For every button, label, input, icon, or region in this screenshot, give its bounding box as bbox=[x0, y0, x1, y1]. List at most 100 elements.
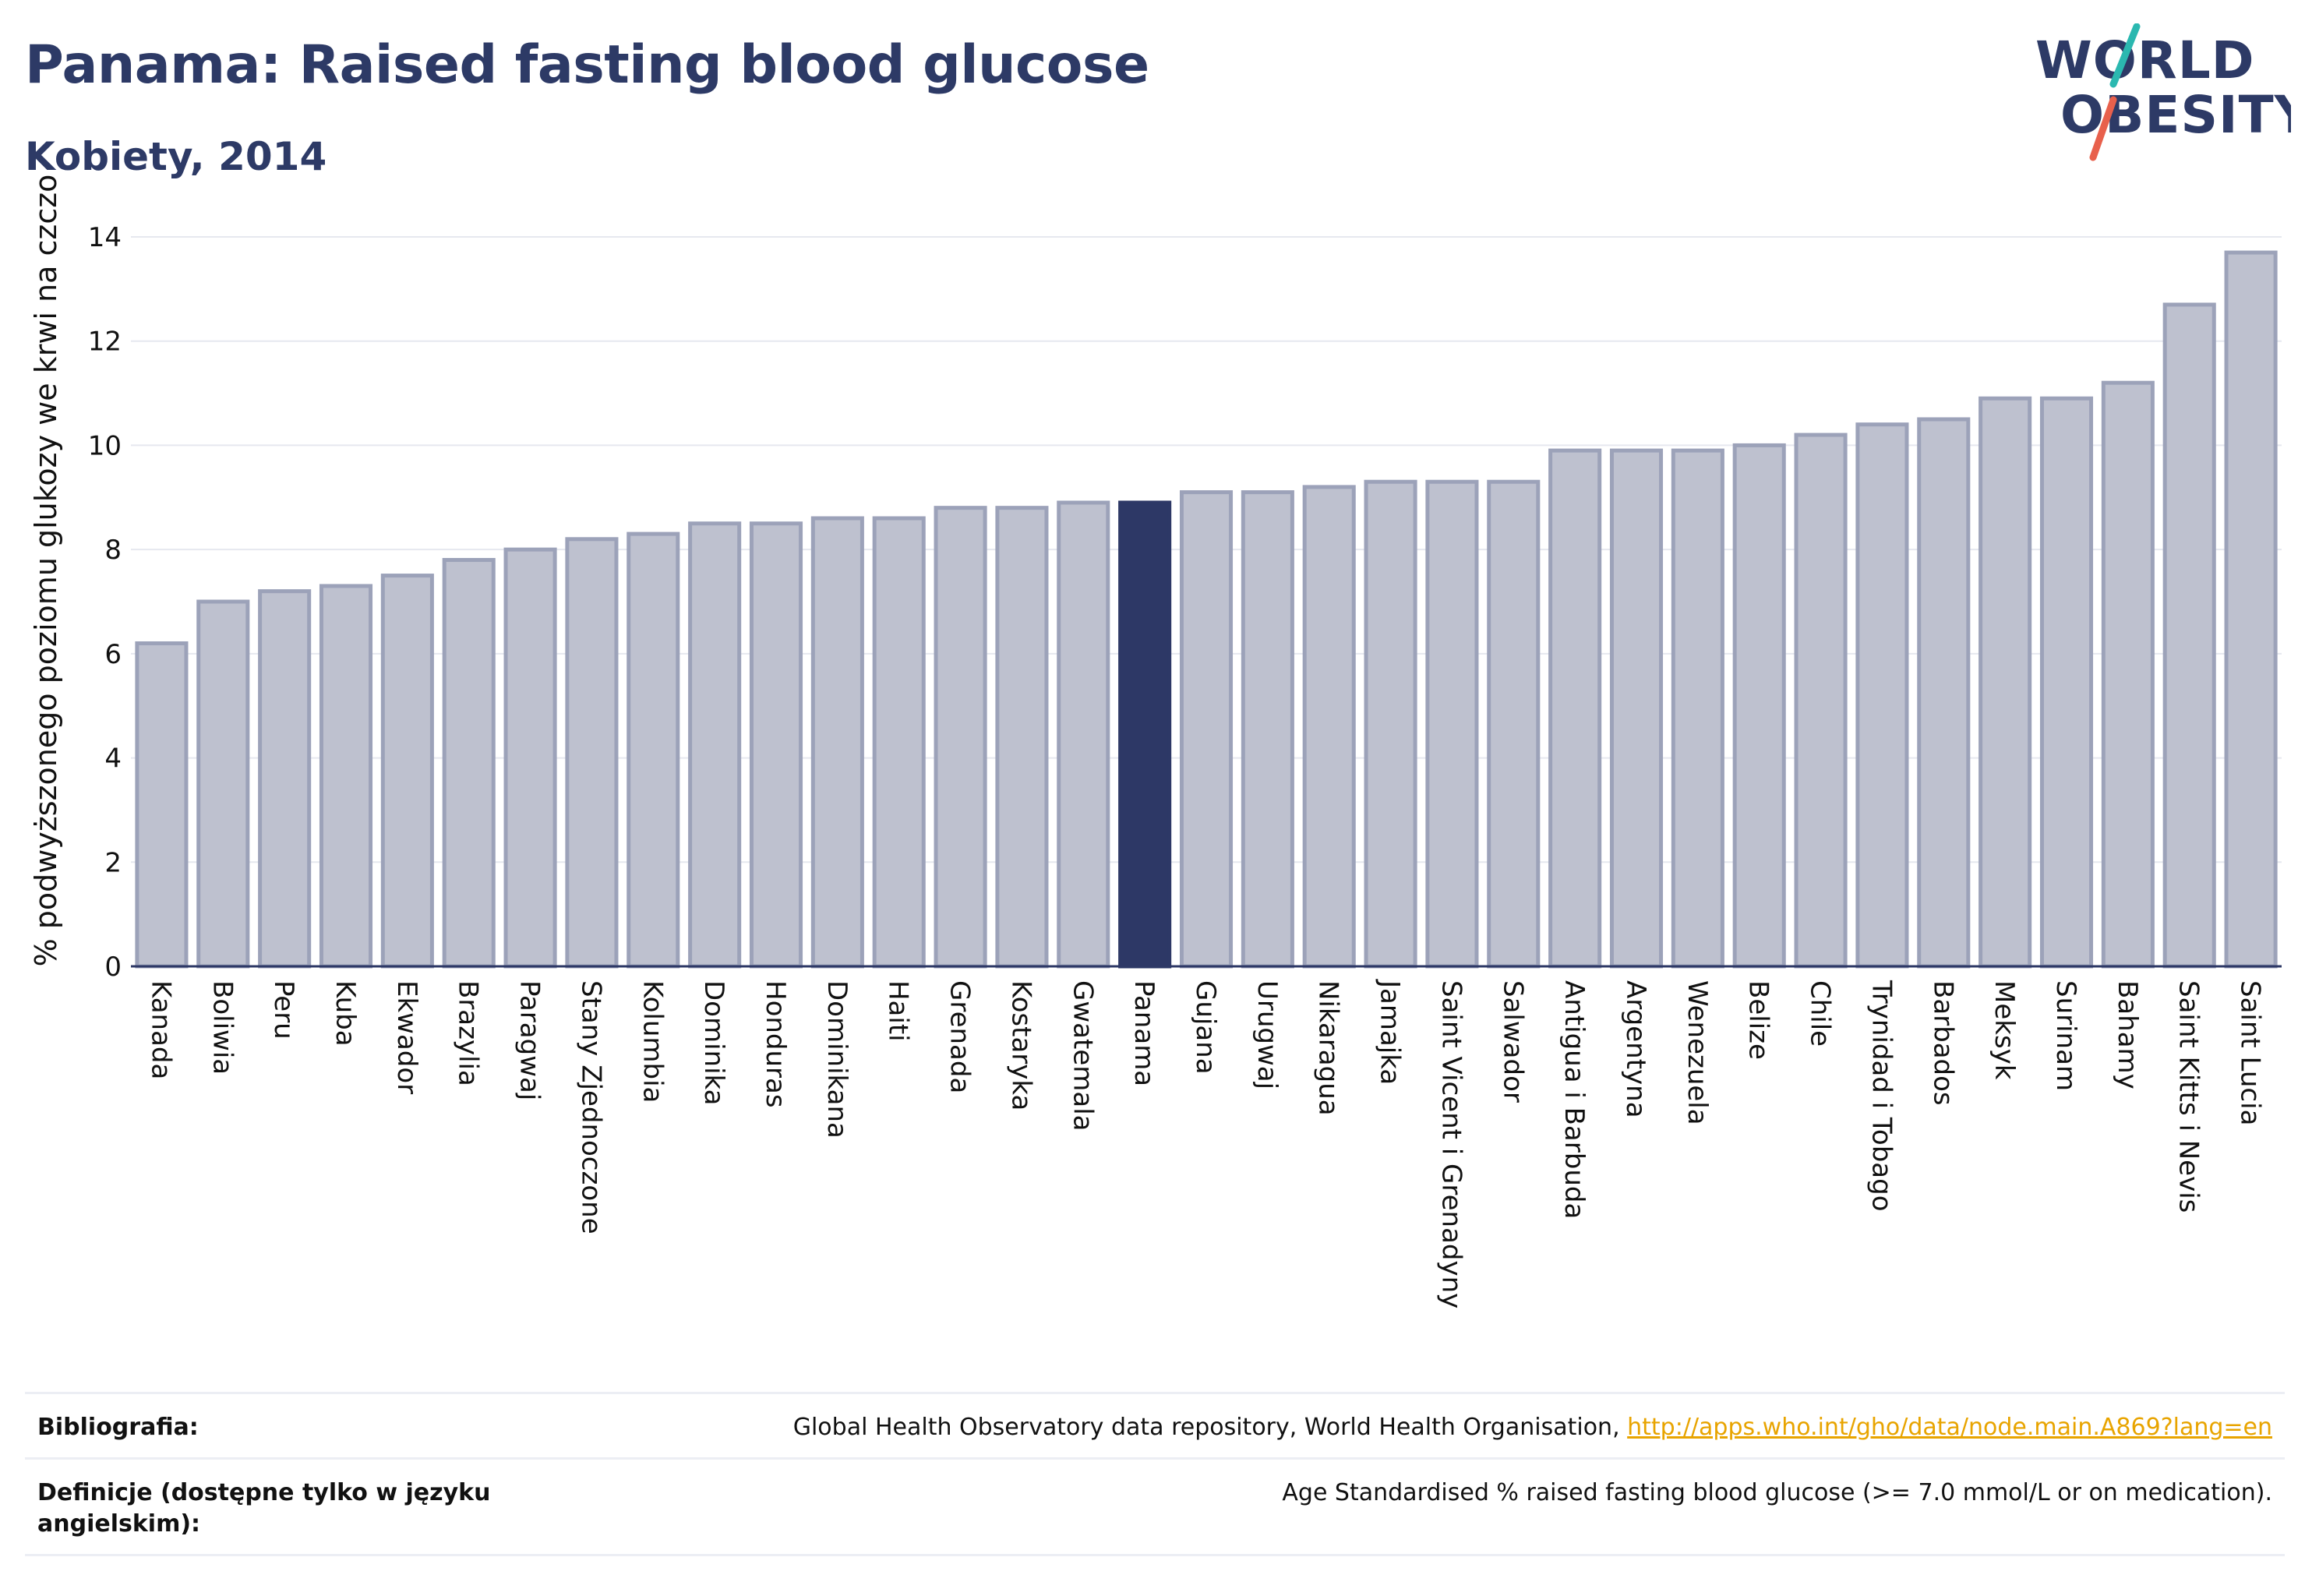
bar bbox=[196, 599, 250, 969]
x-tick-label: Barbados bbox=[1927, 980, 1958, 1106]
x-tick-label: Urugwaj bbox=[1251, 980, 1283, 1089]
bar bbox=[1794, 433, 1848, 969]
x-tick-label: Chile bbox=[1805, 980, 1836, 1047]
bar bbox=[1548, 448, 1602, 969]
bar bbox=[1732, 443, 1786, 969]
definitions-label: Definicje (dostępne tylko w języku angie… bbox=[37, 1479, 491, 1538]
definitions-value: Age Standardised % raised fasting blood … bbox=[1282, 1479, 2272, 1506]
page-subtitle: Kobiety, 2014 bbox=[25, 134, 327, 179]
x-tick-label: Jamajka bbox=[1375, 979, 1406, 1085]
x-tick-label: Antigua i Barbuda bbox=[1558, 980, 1590, 1219]
x-tick-label: Surinam bbox=[2050, 980, 2081, 1091]
bar bbox=[1487, 479, 1541, 969]
bar bbox=[1978, 396, 2032, 969]
x-tick-label: Meksyk bbox=[1989, 980, 2020, 1080]
x-tick-label: Belize bbox=[1743, 980, 1774, 1060]
world-obesity-logo: WORLD OBESITY bbox=[2035, 23, 2291, 161]
x-tick-label: Honduras bbox=[760, 980, 791, 1108]
bibliography-value: Global Health Observatory data repositor… bbox=[793, 1412, 2272, 1443]
x-tick-labels: Kanada Boliwia Peru Kuba Ekwador Brazylia Para… bbox=[145, 979, 2265, 1308]
bar bbox=[1671, 448, 1724, 969]
x-tick-label: Salwador bbox=[1497, 980, 1528, 1103]
x-tick-label: Trynidad i Tobago bbox=[1866, 980, 1897, 1212]
y-tick-label: 10 bbox=[88, 430, 122, 461]
bar bbox=[319, 584, 373, 969]
bar bbox=[135, 641, 189, 969]
bar bbox=[1118, 500, 1172, 969]
y-tick-labels: 0 2 4 6 8 10 12 14 bbox=[88, 222, 122, 983]
x-tick-label: Kostaryka bbox=[1005, 980, 1036, 1110]
y-tick-label: 0 bbox=[104, 952, 122, 983]
bar bbox=[380, 574, 434, 969]
footer-divider-middle bbox=[25, 1457, 2285, 1460]
logo-text-world: WORLD bbox=[2035, 30, 2255, 90]
bar bbox=[1855, 422, 1909, 969]
y-tick-label: 12 bbox=[88, 327, 122, 358]
bar bbox=[1241, 490, 1294, 969]
bar bbox=[2101, 380, 2155, 969]
bar bbox=[2162, 302, 2216, 969]
x-tick-label: Ekwador bbox=[391, 980, 422, 1094]
x-tick-label: Saint Lucia bbox=[2235, 980, 2266, 1125]
footer-divider-top bbox=[25, 1392, 2285, 1394]
bibliography-link[interactable]: http://apps.who.int/gho/data/node.main.A… bbox=[1627, 1414, 2272, 1441]
bar bbox=[688, 521, 742, 969]
bar bbox=[749, 521, 803, 969]
x-tick-label: Stany Zjednoczone bbox=[575, 980, 606, 1234]
y-tick-label: 2 bbox=[104, 847, 122, 878]
page-title: Panama: Raised fasting blood glucose bbox=[25, 34, 1149, 96]
y-tick-label: 4 bbox=[104, 743, 122, 775]
x-tick-label: Grenada bbox=[944, 980, 976, 1093]
bar bbox=[503, 547, 557, 969]
x-tick-label: Bahamy bbox=[2112, 980, 2143, 1089]
bar bbox=[1179, 490, 1234, 969]
x-tick-label: Saint Vicent i Grenadyny bbox=[1435, 980, 1467, 1308]
x-tick-label: Panama bbox=[1128, 980, 1160, 1086]
bars bbox=[135, 250, 2278, 969]
bar bbox=[258, 589, 312, 969]
x-tick-label: Dominika bbox=[698, 980, 729, 1105]
bibliography-text: Global Health Observatory data repositor… bbox=[792, 1414, 1628, 1441]
bar bbox=[565, 537, 619, 969]
x-tick-label: Peru bbox=[268, 980, 299, 1040]
bibliography-label: Bibliografia: bbox=[37, 1414, 199, 1441]
y-axis-label: % podwyższonego poziomu glukozy we krwi … bbox=[29, 175, 63, 967]
x-tick-label: Paragwaj bbox=[514, 980, 545, 1100]
logo-slash-bottom bbox=[2089, 96, 2117, 161]
bar bbox=[1917, 417, 1971, 969]
bar bbox=[872, 516, 926, 969]
y-tick-label: 8 bbox=[104, 535, 122, 566]
bar bbox=[2039, 396, 2094, 969]
bar-chart: 0 2 4 6 8 10 12 14 Kanada Boliwia Peru Kuba Ekwador… bbox=[29, 175, 2282, 1308]
bar bbox=[810, 516, 864, 969]
bar bbox=[934, 506, 987, 969]
bar bbox=[442, 558, 496, 969]
bar bbox=[1364, 479, 1417, 969]
x-tick-label: Kolumbia bbox=[637, 980, 668, 1103]
x-tick-label: Argentyna bbox=[1620, 980, 1651, 1118]
x-tick-label: Nikaragua bbox=[1313, 980, 1344, 1116]
x-tick-label: Kuba bbox=[330, 980, 361, 1047]
bar bbox=[627, 531, 680, 969]
bar bbox=[1057, 500, 1110, 969]
x-tick-label: Dominikana bbox=[821, 980, 852, 1139]
x-tick-label: Wenezuela bbox=[1682, 980, 1713, 1125]
x-tick-label: Gwatemala bbox=[1067, 980, 1098, 1131]
logo-slash-top bbox=[2109, 23, 2141, 88]
x-tick-label: Boliwia bbox=[206, 980, 238, 1075]
bar bbox=[1302, 485, 1356, 969]
footer-bibliography: Bibliografia: Global Health Observatory … bbox=[25, 1407, 2285, 1456]
footer-divider-bottom bbox=[25, 1554, 2285, 1556]
x-tick-label: Kanada bbox=[145, 980, 176, 1079]
x-tick-label: Haiti bbox=[883, 980, 914, 1042]
bar bbox=[1609, 448, 1664, 969]
x-tick-label: Saint Kitts i Nevis bbox=[2173, 980, 2204, 1213]
y-tick-label: 6 bbox=[104, 639, 122, 670]
bar bbox=[1425, 479, 1479, 969]
bar bbox=[995, 506, 1049, 969]
footer-definitions: Definicje (dostępne tylko w języku angie… bbox=[25, 1473, 2285, 1551]
x-tick-label: Brazylia bbox=[453, 980, 484, 1086]
bar bbox=[2224, 250, 2278, 969]
x-tick-label: Gujana bbox=[1190, 980, 1221, 1075]
y-tick-label: 14 bbox=[88, 222, 122, 253]
